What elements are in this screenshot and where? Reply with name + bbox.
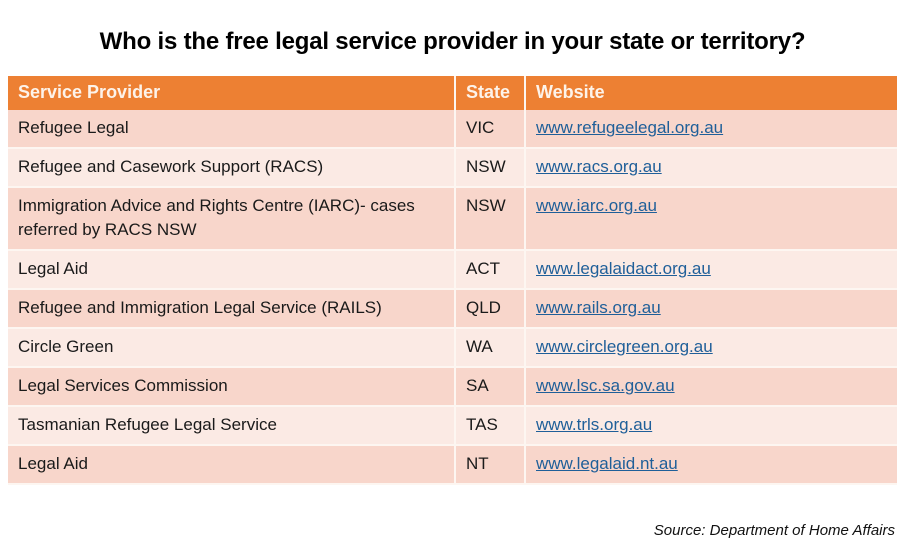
table-row: Circle Green WA www.circlegreen.org.au bbox=[8, 328, 897, 369]
cell-state: NSW bbox=[455, 148, 526, 189]
cell-service-provider: Legal Aid bbox=[8, 445, 456, 486]
cell-service-provider: Refugee Legal bbox=[8, 110, 456, 150]
cell-website: www.rails.org.au bbox=[525, 289, 897, 330]
website-link[interactable]: www.racs.org.au bbox=[536, 157, 662, 177]
cell-service-provider: Legal Aid bbox=[8, 250, 456, 291]
column-header-website: Website bbox=[525, 76, 897, 111]
cell-state: NT bbox=[455, 445, 526, 486]
legal-service-provider-table: Service Provider State Website Refugee L… bbox=[8, 76, 897, 486]
website-link[interactable]: www.refugeelegal.org.au bbox=[536, 118, 724, 138]
table-row: Tasmanian Refugee Legal Service TAS www.tr… bbox=[8, 406, 897, 447]
table-header: Service Provider State Website bbox=[8, 76, 897, 111]
page-title: Who is the free legal service provider i… bbox=[99, 28, 806, 56]
website-link[interactable]: www.rails.org.au bbox=[536, 298, 661, 318]
cell-website: www.legalaidact.org.au bbox=[525, 250, 897, 291]
cell-service-provider: Refugee and Casework Support (RACS) bbox=[8, 148, 456, 189]
table-row: Refugee Legal VIC www.refugeelegal.org.au bbox=[8, 110, 897, 150]
source-note: Source: Department of Home Affairs bbox=[653, 522, 895, 540]
table-row: Immigration Advice and Rights Centre (IA… bbox=[8, 187, 897, 252]
table-row: Legal Aid ACT www.legalaidact.org.au bbox=[8, 250, 897, 291]
website-link[interactable]: www.iarc.org.au bbox=[536, 196, 657, 216]
table-body: Refugee Legal VIC www.refugeelegal.org.au R… bbox=[8, 110, 897, 486]
website-link[interactable]: www.trls.org.au bbox=[536, 415, 653, 435]
cell-service-provider: Tasmanian Refugee Legal Service bbox=[8, 406, 456, 447]
cell-service-provider: Immigration Advice and Rights Centre (IA… bbox=[8, 187, 456, 252]
cell-website: www.trls.org.au bbox=[525, 406, 897, 447]
cell-state: NSW bbox=[455, 187, 526, 252]
cell-website: www.refugeelegal.org.au bbox=[525, 110, 897, 150]
cell-state: SA bbox=[455, 367, 526, 408]
cell-state: TAS bbox=[455, 406, 526, 447]
website-link[interactable]: www.circlegreen.org.au bbox=[536, 337, 713, 357]
cell-website: www.lsc.sa.gov.au bbox=[525, 367, 897, 408]
cell-service-provider: Refugee and Immigration Legal Service (R… bbox=[8, 289, 456, 330]
table-row: Legal Services Commission SA www.lsc.sa.go… bbox=[8, 367, 897, 408]
cell-state: WA bbox=[455, 328, 526, 369]
website-link[interactable]: www.legalaid.nt.au bbox=[536, 454, 678, 474]
table-row: Refugee and Immigration Legal Service (R… bbox=[8, 289, 897, 330]
cell-website: www.circlegreen.org.au bbox=[525, 328, 897, 369]
website-link[interactable]: www.lsc.sa.gov.au bbox=[536, 376, 675, 396]
website-link[interactable]: www.legalaidact.org.au bbox=[536, 259, 711, 279]
cell-service-provider: Legal Services Commission bbox=[8, 367, 456, 408]
column-header-state: State bbox=[455, 76, 526, 111]
cell-website: www.legalaid.nt.au bbox=[525, 445, 897, 486]
table-header-row: Service Provider State Website bbox=[8, 76, 897, 111]
slide-canvas: Who is the free legal service provider i… bbox=[0, 16, 905, 550]
cell-state: ACT bbox=[455, 250, 526, 291]
cell-website: www.racs.org.au bbox=[525, 148, 897, 189]
cell-state: QLD bbox=[455, 289, 526, 330]
cell-state: VIC bbox=[455, 110, 526, 150]
cell-website: www.iarc.org.au bbox=[525, 187, 897, 252]
legal-service-provider-table-container: Service Provider State Website Refugee L… bbox=[8, 76, 897, 486]
table-row: Refugee and Casework Support (RACS) NSW ww… bbox=[8, 148, 897, 189]
cell-service-provider: Circle Green bbox=[8, 328, 456, 369]
column-header-service-provider: Service Provider bbox=[8, 76, 456, 111]
table-row: Legal Aid NT www.legalaid.nt.au bbox=[8, 445, 897, 486]
